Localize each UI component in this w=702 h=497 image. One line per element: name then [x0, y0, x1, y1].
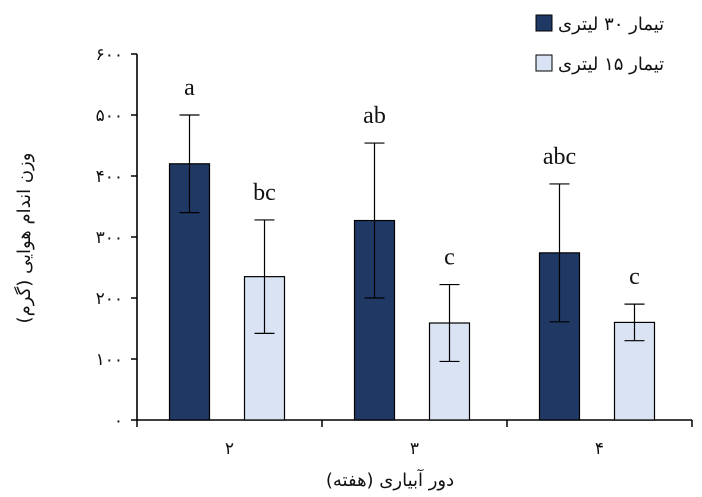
significance-label: a [184, 75, 195, 101]
x-tick-label: ۴ [595, 439, 604, 459]
y-tick-label: ۶۰۰ [96, 45, 123, 65]
significance-label: abc [543, 144, 576, 170]
y-tick-label: ۵۰۰ [96, 106, 123, 126]
y-tick-label: ۱۰۰ [96, 350, 123, 370]
x-tick-label: ۲ [225, 439, 234, 459]
bars [168, 114, 656, 421]
significance-label: ab [363, 103, 386, 129]
legend-label: تیمار ۳۰ لیتری [558, 14, 664, 35]
significance-label: c [444, 245, 455, 271]
legend-swatch [535, 14, 553, 32]
axes: ۰ ۱۰۰ ۲۰۰ ۳۰۰ ۴۰۰ ۵۰۰ ۶۰۰ ۲ ۳ ۴ [96, 45, 693, 459]
significance-label: bc [253, 180, 276, 206]
y-axis-title: وزن اندام هوایی (گرم) [13, 153, 35, 324]
legend-label: تیمار ۱۵ لیتری [558, 54, 664, 75]
x-tick-label: ۳ [410, 439, 419, 459]
significance-label: c [629, 264, 640, 290]
y-tick-label: ۴۰۰ [96, 167, 123, 187]
legend-swatch [535, 54, 553, 72]
x-axis-title: دور آبیاری (هفته) [326, 468, 454, 491]
y-tick-label: ۲۰۰ [96, 289, 123, 309]
legend: تیمار ۳۰ لیتری تیمار ۱۵ لیتری [535, 14, 664, 75]
y-tick-label: ۰ [114, 411, 123, 431]
y-tick-label: ۳۰۰ [96, 228, 123, 248]
